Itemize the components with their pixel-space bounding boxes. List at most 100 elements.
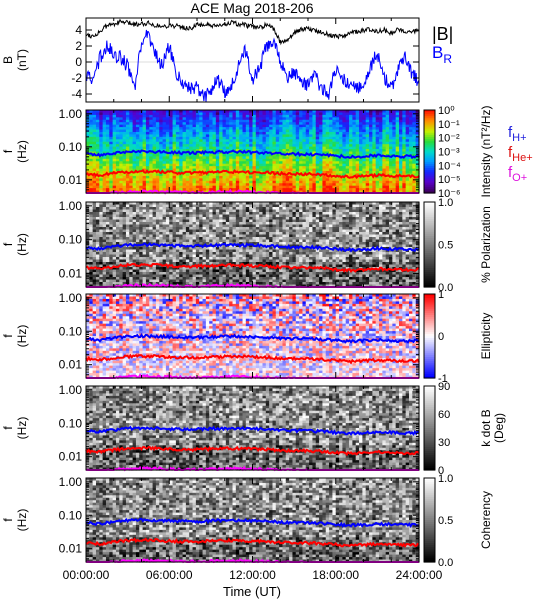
y-tick-label: 0.01 — [59, 173, 83, 187]
y-axis-label: f — [1, 518, 15, 522]
x-tick-label: 06:00:00 — [146, 568, 193, 582]
colorbar-ellipticity: 1 0 -1 Ellipticity — [423, 289, 493, 385]
line-fhplus — [85, 517, 420, 528]
y-axis-label: f — [1, 149, 15, 153]
colorbar-label: Ellipticity — [479, 313, 493, 360]
y-axis-label: (Hz) — [15, 509, 29, 532]
colorbar-tick-label: 10⁻² — [438, 133, 460, 145]
colorbar-label: (Deg) — [492, 413, 506, 443]
y-axis-label: (Hz) — [15, 233, 29, 256]
series-line-b-r — [85, 29, 420, 103]
plot-frame — [85, 17, 420, 103]
y-axis-label: (Hz) — [15, 140, 29, 163]
colorbar-tick-label: 0 — [438, 331, 444, 343]
line-fheplus — [85, 537, 420, 548]
colorbar-intensity: 10⁰ 10⁻¹ 10⁻² 10⁻³10⁻⁴ 10⁻⁵ 10⁻⁶ Intensity (nT… — [423, 105, 493, 200]
y-tick-label: 1.00 — [59, 107, 83, 121]
colorbar-tick-label: 0.0 — [438, 282, 453, 294]
colorbar-polarization: 1.0 0.5 0.0 % Polarization — [423, 197, 493, 294]
colorbar-tick-label: 10⁻⁶ — [438, 188, 461, 200]
y-tick-label: 0.10 — [59, 140, 83, 154]
y-tick-label: 0.01 — [59, 450, 83, 464]
colorbar-tick-label: 30 — [438, 437, 450, 449]
y-tick-label: -4 — [71, 87, 82, 101]
x-tick-label: 24:00:00 — [396, 568, 443, 582]
legend-sub: O+ — [512, 172, 527, 184]
x-tick-label: 12:00:00 — [229, 568, 276, 582]
colorbar-tick-label: 10⁻⁵ — [438, 174, 461, 186]
panel-polarization: 1.0 0.5 0.0 % Polarization 0.01 0.10 1.00 f (Hz) — [1, 197, 493, 294]
colorbar-tick-label: 0.0 — [438, 557, 453, 569]
y-tick-label: 0 — [75, 55, 82, 69]
colorbar-tick-label: 10⁻³ — [438, 147, 460, 159]
legend-b-magnitude: |B| — [432, 24, 453, 44]
y-axis-label: B — [1, 56, 15, 64]
colorbar-tick-label: 0.5 — [438, 515, 453, 527]
legend-sub: He+ — [512, 152, 533, 164]
line-fhplus — [85, 425, 420, 436]
colorbar-tick-label: 90 — [438, 381, 450, 393]
y-tick-label: 0.10 — [59, 233, 83, 247]
series-line-b-magnitude — [85, 18, 420, 46]
heatmap-coherency — [86, 478, 420, 563]
y-axis-label: f — [1, 334, 15, 338]
y-tick-label: 1.00 — [59, 291, 83, 305]
colorbar-tick-label: 0.5 — [438, 240, 453, 252]
y-tick-label: 1.00 — [59, 383, 83, 397]
y-tick-label: -2 — [71, 71, 82, 85]
x-tick-label: 18:00:00 — [312, 568, 359, 582]
colorbar-label: % Polarization — [479, 206, 493, 283]
y-tick-label: 2 — [75, 39, 82, 53]
legend-f-hplus: fH+ — [508, 124, 527, 144]
y-tick-label: 4 — [75, 23, 82, 37]
gyrofrequency-legend: fH+fHe+fO+ — [508, 124, 533, 184]
colorbar-label: Coherency — [479, 491, 493, 549]
line-fheplus — [85, 262, 420, 273]
x-axis-label: Time (UT) — [223, 584, 281, 599]
colorbar-tick-label: -1 — [438, 373, 448, 385]
line-fheplus — [85, 445, 420, 457]
x-axis: 00:00:00 06:00:00 12:00:00 18:00:00 24:00:00 — [63, 568, 443, 582]
y-axis-label: (Hz) — [15, 325, 29, 348]
legend-b-r: BR — [432, 43, 452, 66]
colorbar-tick-label: 10⁻⁴ — [438, 160, 461, 172]
x-tick-label: 00:00:00 — [63, 568, 110, 582]
panel-kdotb: 90 60 30 0 k dot B (Deg) 0.01 0.10 1.00 f (Hz) — [1, 381, 506, 477]
line-fheplus — [85, 168, 420, 180]
panel-intensity: 10⁰ 10⁻¹ 10⁻² 10⁻³10⁻⁴ 10⁻⁵ 10⁻⁶ Intensity (nT… — [1, 105, 493, 200]
panel-b-field: |B|BR -4 -2 0 2 4 B (nT) — [1, 17, 453, 103]
colorbar-coherency: 1.0 0.5 0.0 Coherency — [423, 473, 493, 569]
y-tick-label: 1.00 — [59, 199, 83, 213]
colorbar-tick-label: 60 — [438, 409, 450, 421]
colorbar-label: k dot B — [479, 409, 493, 446]
y-tick-label: 0.01 — [59, 358, 83, 372]
y-tick-label: 0.01 — [59, 267, 83, 281]
heatmap-polarization — [86, 202, 420, 288]
line-fhplus — [85, 149, 420, 160]
panel-coherency: 1.0 0.5 0.0 Coherency 0.01 0.10 1.00 f (Hz) — [1, 473, 493, 569]
legend-sub: H+ — [512, 132, 526, 144]
line-fhplus — [85, 332, 420, 344]
y-axis-label: f — [1, 426, 15, 430]
y-tick-label: 0.01 — [59, 542, 83, 556]
colorbar-tick-label: 10⁻¹ — [438, 119, 460, 131]
y-axis-label: f — [1, 242, 15, 246]
legend-b-r-sub: R — [443, 52, 452, 66]
y-tick-label: 0.10 — [59, 324, 83, 338]
colorbar-label: Intensity (nT²/Hz) — [479, 105, 493, 197]
colorbar-tick-label: 1.0 — [438, 197, 453, 209]
colorbar-kdotb: 90 60 30 0 k dot B (Deg) — [423, 381, 506, 477]
colorbar-tick-label: 10⁰ — [438, 105, 455, 117]
y-axis-label: (Hz) — [15, 417, 29, 440]
colorbar-tick-label: 0 — [438, 465, 444, 477]
colorbar-tick-label: 1.0 — [438, 473, 453, 485]
chart-title: ACE Mag 2018-206 — [191, 0, 314, 16]
legend-f-oplus: fO+ — [508, 164, 527, 184]
y-tick-label: 0.10 — [59, 416, 83, 430]
colorbar-tick-label: 1 — [438, 289, 444, 301]
panel-ellipticity: 1 0 -1 Ellipticity 0.01 0.10 1.00 f (Hz) — [1, 289, 493, 385]
line-fhplus — [85, 242, 420, 253]
y-axis-label: (nT) — [15, 49, 29, 71]
line-fheplus — [85, 353, 420, 365]
